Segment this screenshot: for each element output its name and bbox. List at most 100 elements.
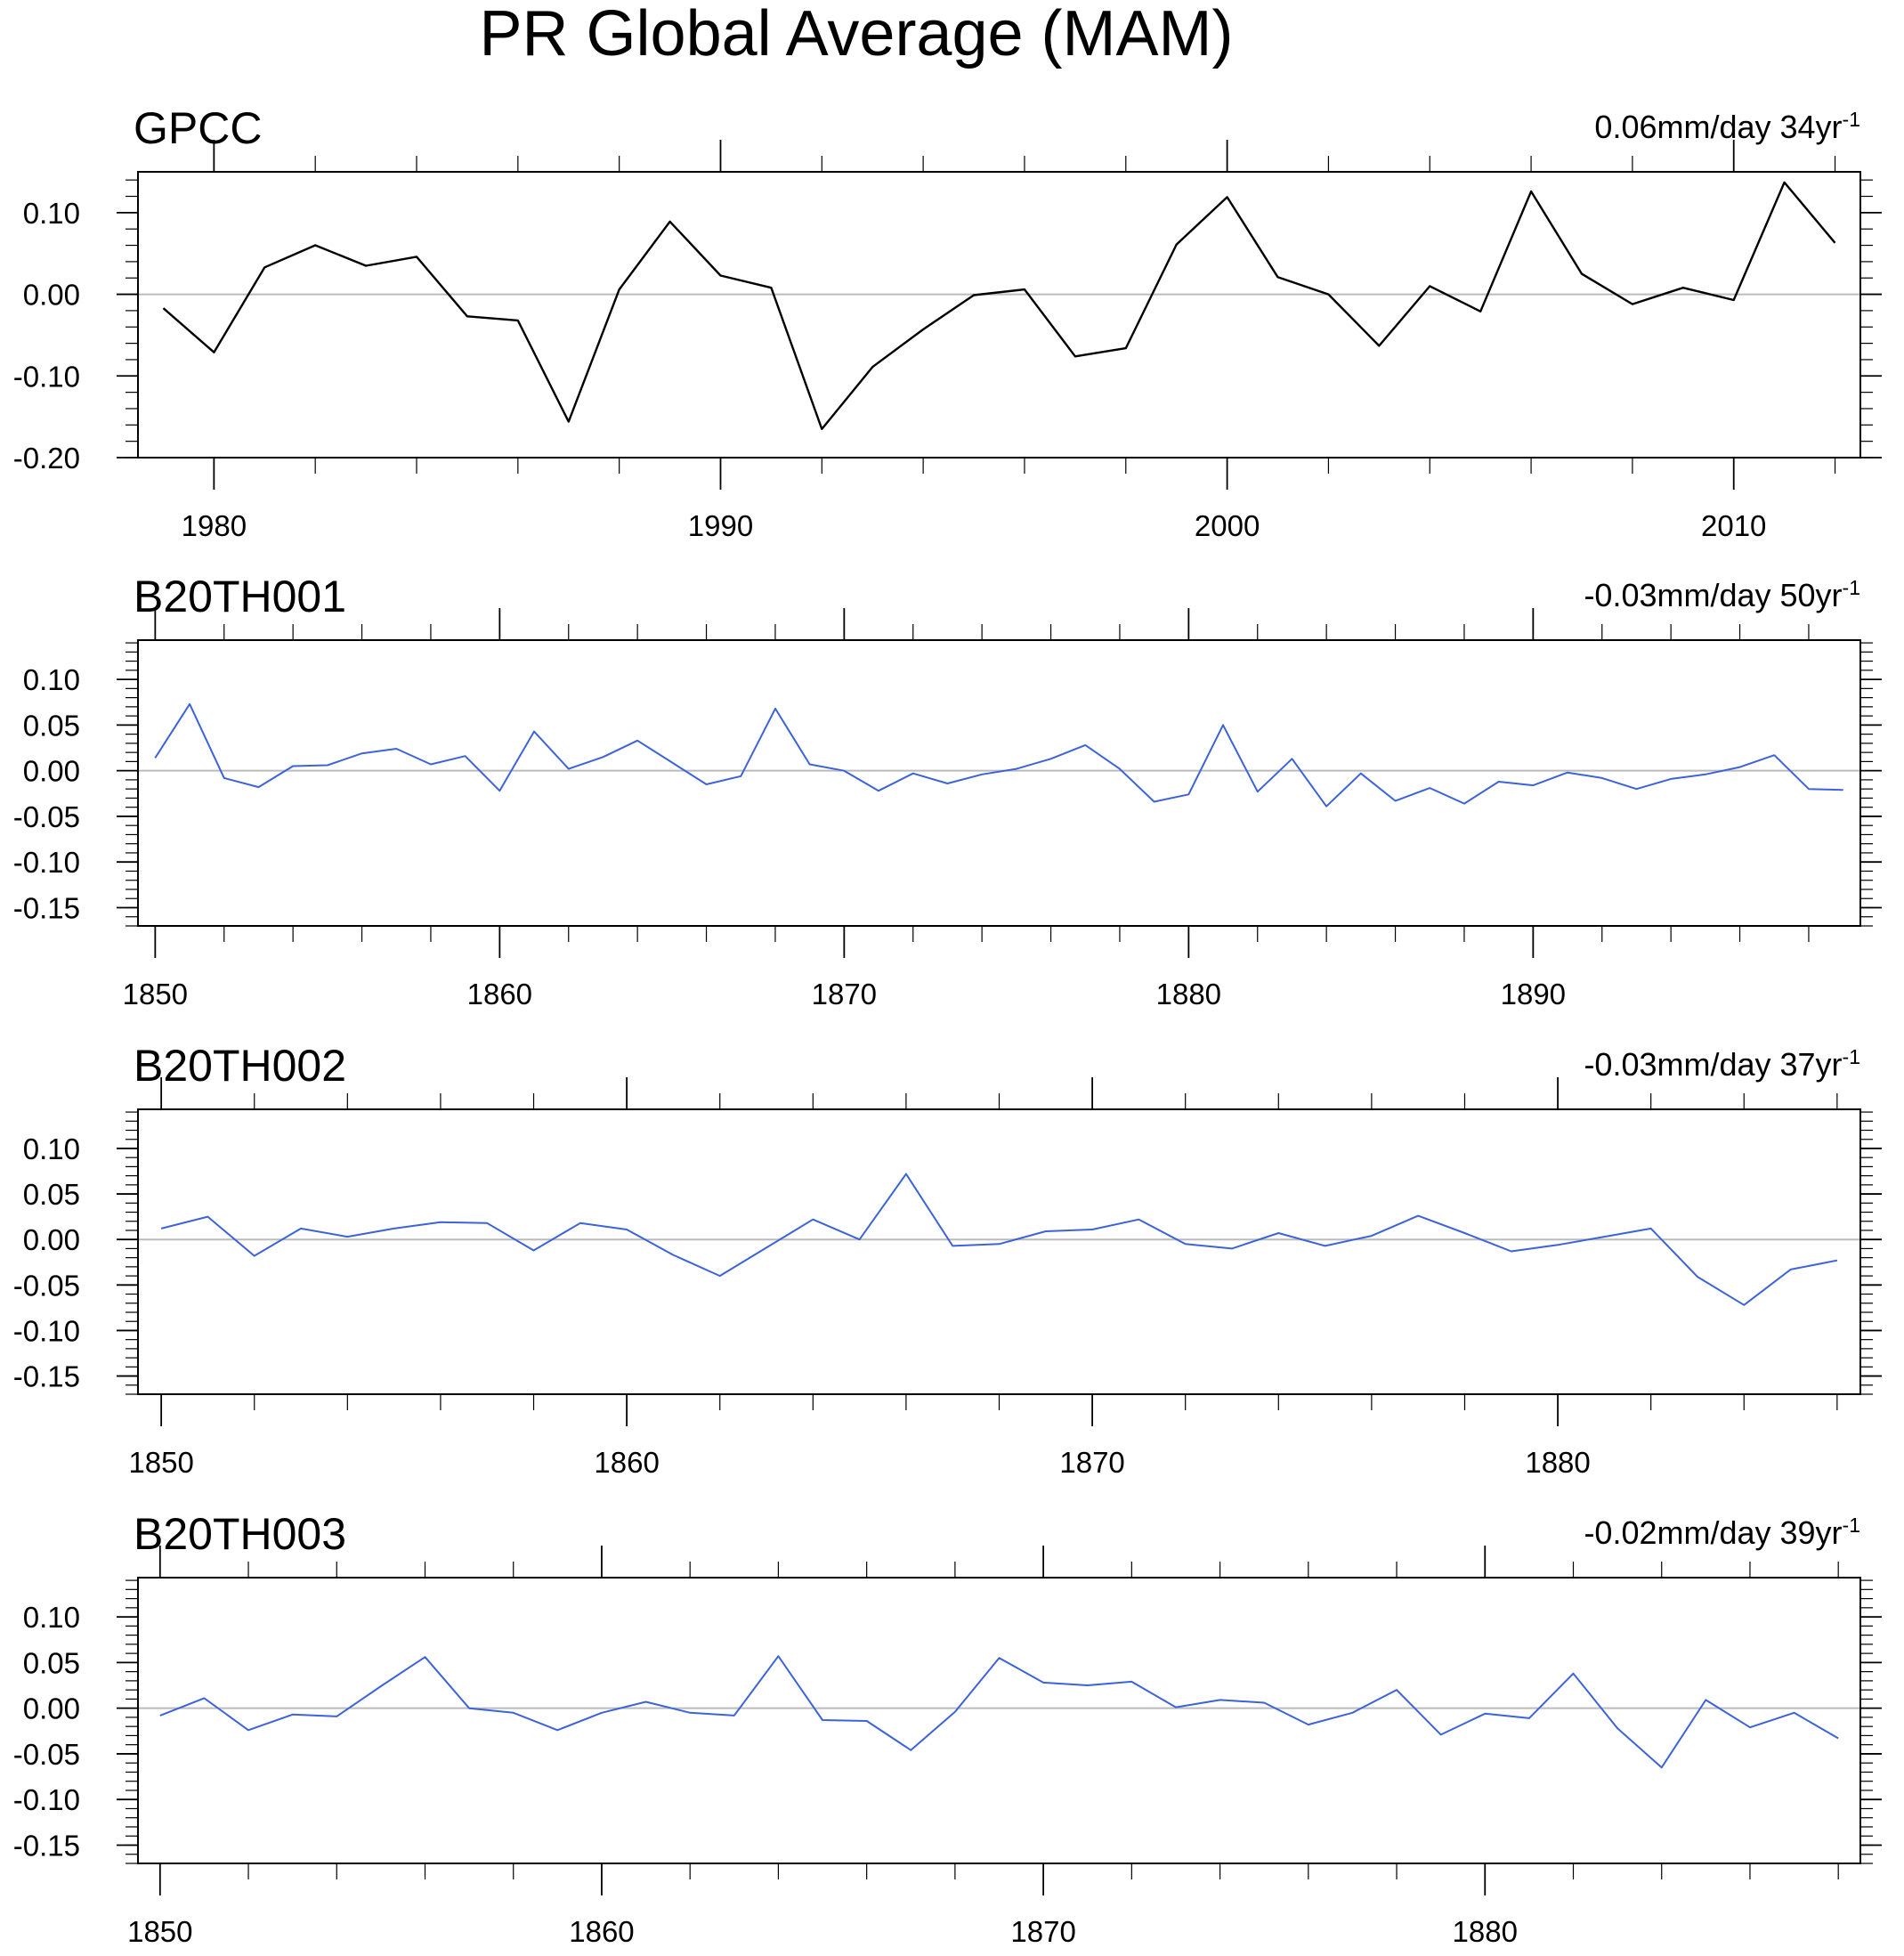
data-point: [774, 708, 776, 710]
data-point: [1395, 799, 1397, 801]
y-tick-label: -0.05: [13, 800, 80, 833]
trend-value: -0.03mm/day 37yr: [1584, 1046, 1842, 1083]
data-point: [346, 1236, 348, 1238]
data-point: [1511, 1250, 1512, 1252]
data-point: [1227, 196, 1228, 198]
data-point: [1016, 768, 1017, 770]
x-tick-label: 1870: [812, 978, 877, 1010]
data-point: [1138, 1219, 1139, 1221]
trend-exponent: -1: [1843, 576, 1860, 599]
data-point: [300, 1228, 302, 1230]
data-point: [672, 1254, 674, 1256]
data-point: [393, 1228, 395, 1230]
data-point: [160, 1228, 162, 1230]
y-tick-label: 0.10: [23, 1601, 80, 1634]
data-point: [719, 1275, 721, 1277]
data-point: [1650, 1228, 1652, 1230]
x-tick-label: 1870: [1010, 1915, 1075, 1948]
data-point: [1808, 788, 1810, 790]
data-point: [1219, 1699, 1221, 1700]
data-point: [1277, 276, 1279, 278]
data-point: [154, 757, 156, 759]
x-tick-label: 1880: [1156, 978, 1221, 1010]
data-point: [910, 1749, 911, 1751]
trend-exponent: -1: [1843, 1045, 1860, 1068]
y-tick-label: 0.00: [23, 1692, 80, 1725]
data-point: [777, 1655, 779, 1657]
data-point: [159, 1715, 161, 1717]
y-tick-label: 0.10: [23, 1132, 80, 1165]
data-point: [922, 329, 924, 330]
data-point: [1498, 781, 1500, 783]
y-tick-label: -0.05: [13, 1269, 80, 1302]
y-tick-label: -0.10: [13, 1314, 80, 1347]
data-point: [1130, 1681, 1132, 1683]
data-point: [517, 320, 519, 321]
data-point: [254, 1255, 255, 1257]
data-point: [733, 1715, 735, 1717]
data-point: [999, 1657, 1001, 1659]
data-point: [314, 245, 316, 247]
data-point: [689, 1712, 691, 1714]
data-point: [1087, 1684, 1089, 1686]
data-point: [1429, 285, 1430, 287]
main-title: PR Global Average (MAM): [480, 0, 1234, 69]
x-tick-label: 1850: [123, 978, 188, 1010]
data-point: [1277, 1232, 1279, 1234]
data-point: [1325, 806, 1327, 808]
data-point: [706, 783, 708, 785]
x-tick-label: 1850: [127, 1915, 192, 1948]
data-point: [365, 264, 367, 266]
data-point: [1835, 242, 1836, 244]
data-point: [878, 790, 879, 791]
data-point: [1530, 191, 1532, 192]
panel-title: GPCC: [134, 103, 262, 153]
plot-frame: [137, 171, 1861, 459]
data-point: [189, 703, 190, 705]
data-point: [981, 774, 983, 775]
data-point: [1119, 768, 1121, 770]
data-point: [568, 421, 570, 423]
data-point: [1573, 1673, 1575, 1675]
data-point: [1429, 787, 1430, 789]
series-line: [162, 181, 1836, 431]
data-point: [1661, 1766, 1663, 1768]
data-point: [425, 1656, 426, 1658]
x-tick-label: 1990: [688, 509, 753, 542]
data-point: [257, 786, 259, 788]
x-tick-label: 1850: [128, 1446, 193, 1479]
data-point: [336, 1716, 337, 1717]
data-point: [223, 777, 225, 779]
data-point: [556, 1729, 558, 1731]
series-line: [154, 702, 1843, 808]
trend-label: -0.03mm/day 50yr-1: [1584, 576, 1860, 613]
data-point: [1733, 299, 1735, 301]
data-point: [440, 1221, 442, 1223]
data-point: [213, 352, 215, 353]
data-point: [1532, 784, 1534, 786]
data-point: [1749, 1726, 1751, 1728]
y-tick-label: 0.00: [23, 279, 80, 312]
data-point: [1351, 1712, 1353, 1714]
x-tick-label: 1880: [1453, 1915, 1518, 1948]
data-point: [1670, 778, 1672, 780]
data-point: [636, 740, 638, 742]
data-point: [207, 1216, 208, 1218]
data-point: [821, 428, 822, 430]
data-point: [416, 256, 417, 257]
data-point: [1074, 355, 1076, 357]
data-point: [645, 1700, 647, 1702]
data-point: [602, 756, 604, 758]
data-point: [809, 763, 811, 765]
data-point: [1463, 1232, 1465, 1234]
plot-frame: [137, 1577, 1861, 1864]
data-point: [740, 775, 741, 777]
data-point: [1175, 1707, 1177, 1708]
y-tick-label: 0.05: [23, 709, 80, 742]
data-point: [1484, 1713, 1486, 1715]
data-point: [1739, 767, 1741, 768]
y-tick-label: 0.10: [23, 663, 80, 696]
data-point: [1837, 1737, 1839, 1739]
y-tick-label: 0.10: [23, 197, 80, 230]
data-point: [1378, 345, 1380, 346]
